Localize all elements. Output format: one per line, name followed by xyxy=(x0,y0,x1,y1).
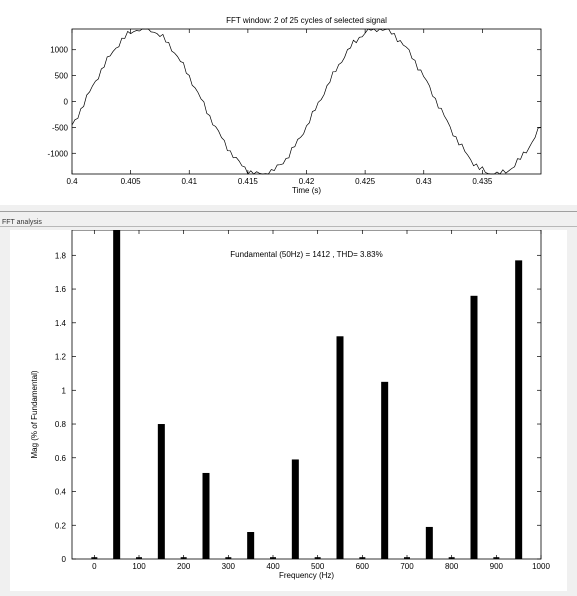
x-tick-label: 0.425 xyxy=(355,177,376,186)
x-tick-label: 900 xyxy=(490,562,504,571)
x-tick-label: 1000 xyxy=(532,562,550,571)
x-tick-label: 100 xyxy=(132,562,146,571)
x-tick-label: 400 xyxy=(266,562,280,571)
x-tick-label: 300 xyxy=(222,562,236,571)
y-tick-label: 1.4 xyxy=(55,319,67,328)
y-tick-label: 0.6 xyxy=(55,454,67,463)
y-tick-label: 0.2 xyxy=(55,521,67,530)
y-tick-label: 0 xyxy=(62,555,67,564)
bar-450hz xyxy=(291,459,299,559)
x-tick-label: 0.41 xyxy=(181,177,197,186)
time-panel: 0.4 0.405 0.41 0.415 0.42 0.425 0.43 0.435 -1000… xyxy=(0,0,577,205)
y-tick-label: 1.8 xyxy=(55,251,67,260)
y-tick-label: 0.4 xyxy=(55,488,67,497)
divider xyxy=(0,211,577,212)
signal-line xyxy=(71,28,542,175)
bar-50hz xyxy=(113,230,121,559)
y-tick-label: -500 xyxy=(52,123,69,132)
bar-650hz xyxy=(381,381,389,559)
chart-title: Fundamental (50Hz) = 1412 , THD= 3.83% xyxy=(230,250,382,259)
x-tick-label: 600 xyxy=(356,562,370,571)
x-tick-label: 800 xyxy=(445,562,459,571)
y-tick-label: 1000 xyxy=(50,46,68,55)
y-tick-label: 500 xyxy=(55,72,69,81)
fft-group-border xyxy=(0,226,577,227)
y-tick-label: 0.8 xyxy=(55,420,67,429)
y-tick-label: 1 xyxy=(62,386,67,395)
y-tick-label: -1000 xyxy=(48,149,69,158)
bar-750hz xyxy=(425,526,433,559)
x-tick-label: 500 xyxy=(311,562,325,571)
bar-950hz xyxy=(515,260,523,559)
y-tick-label: 1.2 xyxy=(55,353,67,362)
bar-350hz xyxy=(247,532,255,559)
x-tick-label: 700 xyxy=(400,562,414,571)
x-tick-label: 0.405 xyxy=(121,177,142,186)
x-axis-label: Time (s) xyxy=(292,186,321,195)
bar-250hz xyxy=(202,472,210,559)
x-tick-label: 200 xyxy=(177,562,191,571)
y-tick-label: 0 xyxy=(64,98,69,107)
x-tick-label: 0.43 xyxy=(416,177,432,186)
bar-550hz xyxy=(336,336,344,559)
y-axis-label: Mag (% of Fundamental) xyxy=(30,370,39,458)
waveform-chart: 0.4 0.405 0.41 0.415 0.42 0.425 0.43 0.435 -1000… xyxy=(48,16,542,195)
x-tick-label: 0.435 xyxy=(472,177,493,186)
bar-150hz xyxy=(157,424,165,559)
chart-title: FFT window: 2 of 25 cycles of selected s… xyxy=(226,16,387,25)
spectrum-chart: 0 100 200 300 400 500 600 700 800 900 1000 0 0.2 0.4 0… xyxy=(30,229,550,580)
x-tick-label: 0.4 xyxy=(66,177,78,186)
x-tick-label: 0 xyxy=(92,562,97,571)
fft-analysis-label: FFT analysis xyxy=(2,219,45,226)
fft-panel: 0 100 200 300 400 500 600 700 800 900 1000 0 0.2 0.4 0… xyxy=(10,229,567,591)
plot-area xyxy=(71,28,542,175)
x-tick-label: 0.42 xyxy=(299,177,315,186)
x-axis-label: Frequency (Hz) xyxy=(279,571,334,580)
x-tick-label: 0.415 xyxy=(238,177,259,186)
y-tick-label: 1.6 xyxy=(55,285,67,294)
bar-850hz xyxy=(470,295,478,559)
plot-area xyxy=(71,229,542,560)
